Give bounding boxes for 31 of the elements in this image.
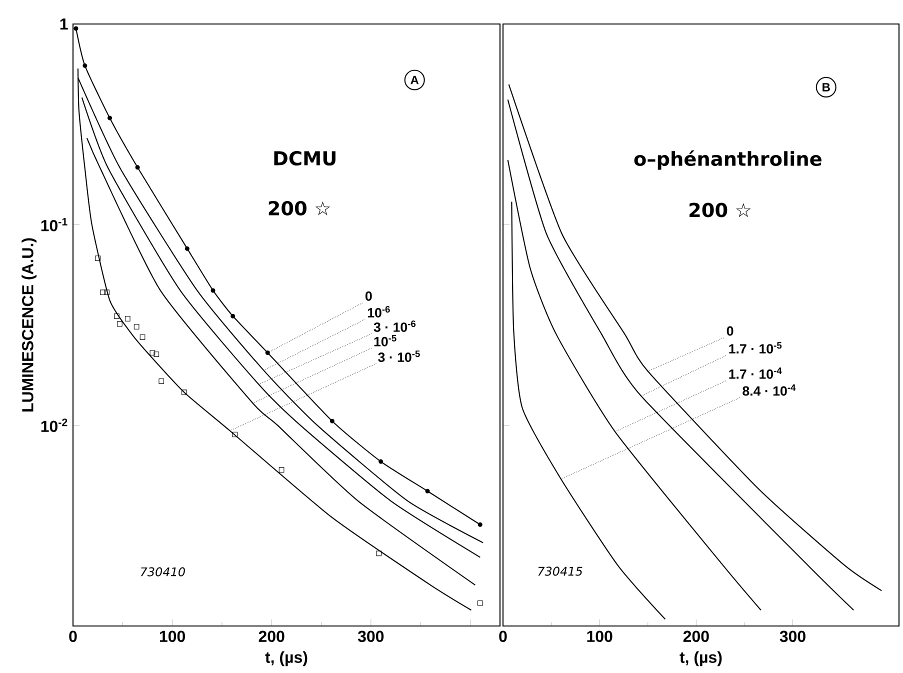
y-axis-title: LUMINESCENCE (A.U.)	[22, 238, 37, 412]
annotation: 730415	[538, 566, 582, 576]
annotation: A	[410, 76, 419, 84]
x-tick-label: 0	[69, 630, 77, 642]
y-tick-label: 10$^{-2}$	[41, 418, 68, 432]
annotation: 1.7 · 10$^{-5}$	[729, 342, 782, 354]
x-tick-label: 200	[683, 630, 709, 642]
annotation: 10$^{-6}$	[368, 306, 390, 318]
annotation: DCMU	[274, 150, 336, 166]
y-tick-label: 1	[60, 18, 68, 30]
annotation: B	[822, 83, 830, 92]
x-tick-label: 200	[258, 630, 284, 642]
annotation: 0	[365, 291, 372, 301]
x-axis-title: t, (µs)	[680, 651, 722, 666]
annotation: 200 ☆	[268, 200, 330, 216]
annotation: 3 · 10$^{-6}$	[374, 320, 416, 332]
annotation: 3 · 10$^{-5}$	[378, 350, 420, 362]
annotation: o–phénanthroline	[634, 150, 822, 170]
x-axis-title: t, (µs)	[265, 651, 308, 666]
annotation: 8.4 · 10$^{-4}$	[742, 384, 796, 396]
x-tick-label: 300	[358, 630, 384, 642]
annotation: 1.7 · 10$^{-4}$	[729, 367, 782, 379]
x-tick-label: 300	[780, 630, 806, 642]
annotation: 0	[726, 326, 734, 336]
y-tick-label: 10$^{-1}$	[41, 218, 68, 232]
annotation: 730410	[140, 567, 185, 576]
annotation: 200 ☆	[690, 202, 751, 218]
x-tick-label: 0	[499, 630, 507, 642]
x-tick-label: 100	[160, 630, 185, 642]
annotation: 10$^{-5}$	[374, 334, 396, 346]
x-tick-label: 100	[587, 630, 612, 642]
